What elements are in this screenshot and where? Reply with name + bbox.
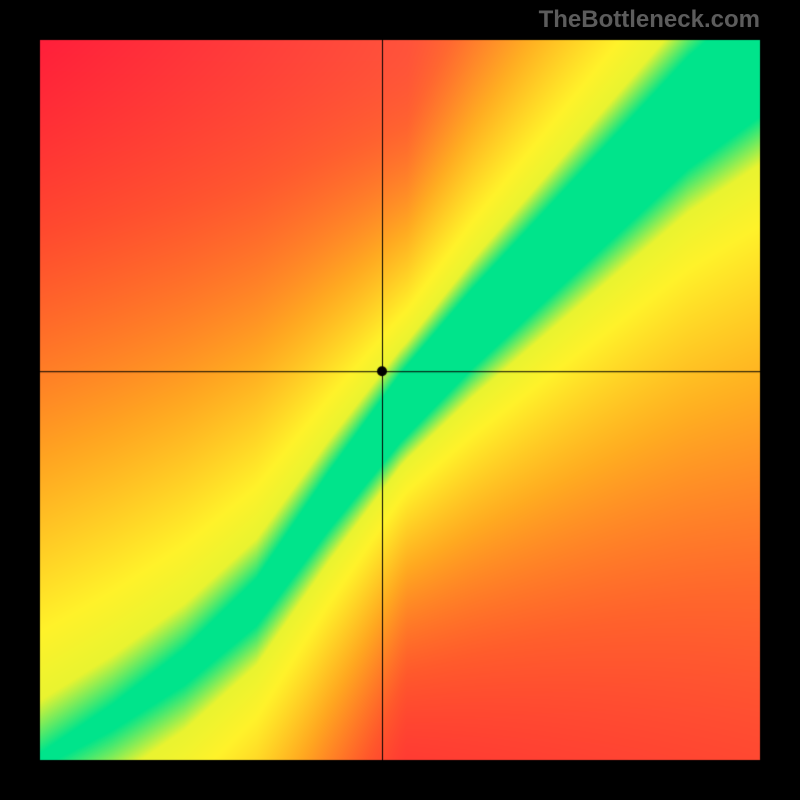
bottleneck-heatmap [0,0,800,800]
source-watermark: TheBottleneck.com [539,6,760,34]
